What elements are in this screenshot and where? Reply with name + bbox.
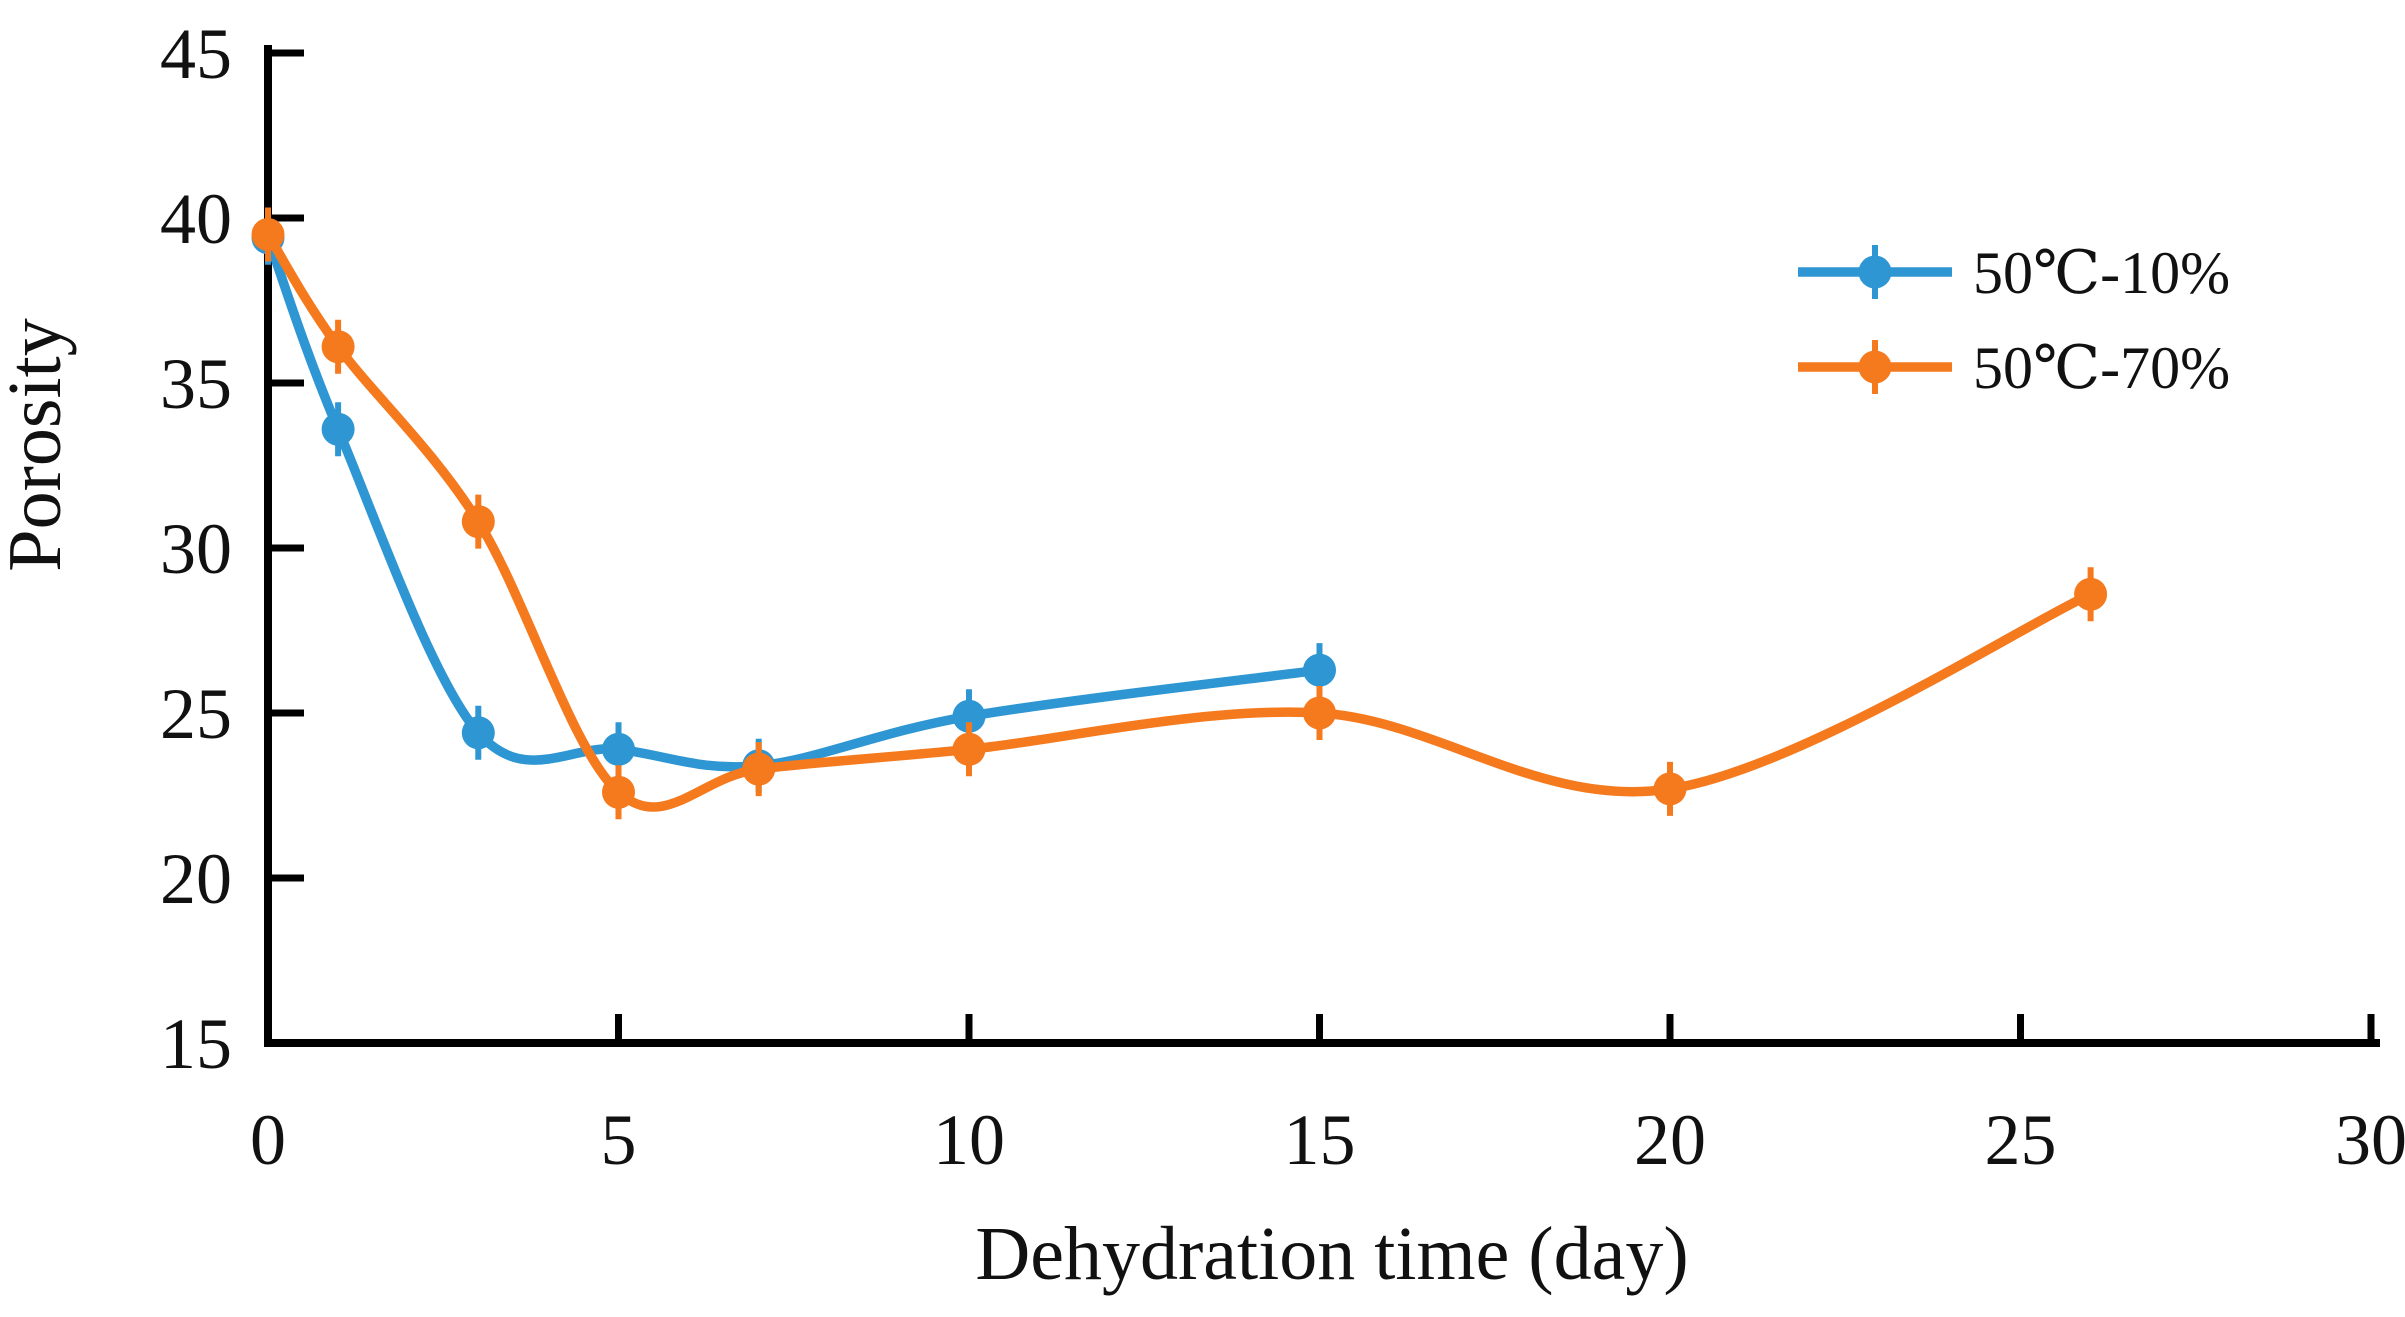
- data-point-marker: [461, 705, 495, 760]
- data-point-marker: [2074, 567, 2108, 622]
- marker-circle: [602, 775, 635, 809]
- y-tick-label: 15: [160, 1004, 232, 1084]
- y-tick-label: 45: [160, 14, 232, 94]
- x-tick-label: 25: [1985, 1100, 2057, 1180]
- marker-circle: [602, 732, 635, 766]
- data-point-marker: [1303, 686, 1336, 740]
- marker-circle: [1303, 696, 1336, 730]
- marker-circle: [321, 412, 355, 446]
- axes: [264, 45, 2380, 1047]
- x-tick-label: 20: [1634, 1100, 1706, 1180]
- data-point-marker: [952, 722, 986, 777]
- marker-circle: [461, 716, 495, 750]
- marker-circle: [952, 732, 986, 766]
- x-tick-label: 5: [601, 1100, 637, 1180]
- x-tick-label: 0: [250, 1100, 286, 1180]
- x-tick-label: 30: [2335, 1100, 2405, 1180]
- y-axis-title: Porosity: [0, 318, 77, 571]
- y-tick-label: 25: [160, 674, 232, 754]
- x-tick-label: 15: [1284, 1100, 1356, 1180]
- data-point-marker: [461, 494, 495, 549]
- data-point-marker: [251, 207, 285, 262]
- data-point-marker: [1653, 761, 1687, 816]
- legend-label: 50℃-70%: [1973, 335, 2230, 401]
- y-tick-label: 40: [160, 179, 232, 259]
- series-50℃-10%: [251, 210, 1336, 793]
- marker-circle: [952, 699, 986, 733]
- y-tick-label: 20: [160, 839, 232, 919]
- legend-marker-circle: [1858, 255, 1892, 289]
- marker-circle: [461, 505, 495, 539]
- marker-circle: [2074, 577, 2108, 611]
- series-line: [263, 233, 1325, 772]
- data-point-marker: [321, 319, 355, 374]
- series-50℃-70%: [251, 207, 2108, 820]
- legend: 50℃-10% 50℃-70%: [1798, 240, 2230, 401]
- data-point-marker: [321, 402, 355, 457]
- marker-circle: [1303, 653, 1336, 687]
- data-point-marker: [602, 765, 635, 820]
- data-point-marker: [742, 742, 776, 797]
- marker-circle: [321, 330, 355, 364]
- legend-label: 50℃-10%: [1973, 240, 2230, 306]
- legend-item: 50℃-10%: [1798, 240, 2230, 306]
- x-tick-labels: 0 5 10 15 20 25 30: [250, 1100, 2405, 1180]
- marker-circle: [251, 218, 285, 251]
- tick-marks: [268, 49, 2375, 1047]
- legend-item: 50℃-70%: [1798, 335, 2230, 401]
- marker-circle: [742, 752, 776, 786]
- x-axis-title: Dehydration time (day): [975, 1212, 1688, 1296]
- x-tick-label: 10: [933, 1100, 1005, 1180]
- series-line: [263, 229, 2096, 812]
- y-tick-label: 30: [160, 509, 232, 589]
- legend-marker-circle: [1858, 350, 1892, 384]
- y-tick-labels: 15 20 25 30 35 40 45: [160, 14, 232, 1084]
- marker-circle: [1653, 772, 1687, 806]
- y-tick-label: 35: [160, 344, 232, 424]
- data-series: [251, 207, 2108, 820]
